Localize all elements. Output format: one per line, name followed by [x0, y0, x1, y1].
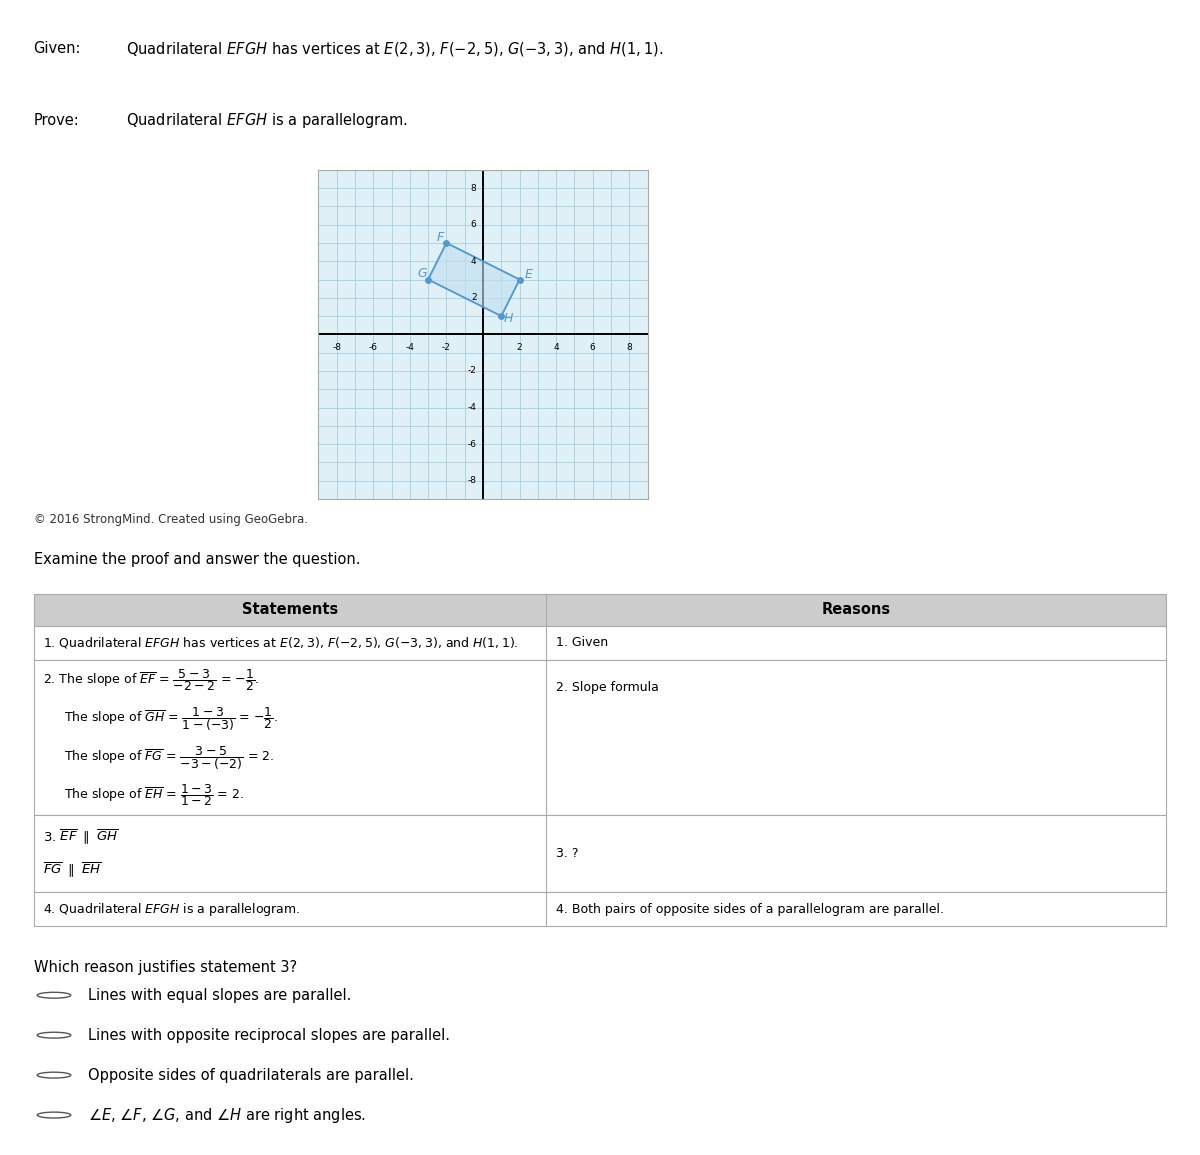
Text: 4: 4 [553, 343, 559, 351]
Text: 1. Quadrilateral $\mathit{EFGH}$ has vertices at $E(2, 3)$, $F(-2, 5)$, $G(-3, 3: 1. Quadrilateral $\mathit{EFGH}$ has ver… [43, 635, 518, 650]
Text: 6: 6 [590, 343, 595, 351]
Text: -4: -4 [468, 403, 476, 412]
Text: 1. Given: 1. Given [556, 636, 607, 649]
Bar [34, 815, 1166, 893]
Text: Opposite sides of quadrilaterals are parallel.: Opposite sides of quadrilaterals are par… [88, 1067, 414, 1082]
Text: Prove:: Prove: [34, 113, 79, 128]
Text: The slope of $\overline{FG}$ = $\dfrac{3-5}{-3-(-2)}$ = 2.: The slope of $\overline{FG}$ = $\dfrac{3… [64, 744, 274, 772]
Text: -8: -8 [468, 476, 476, 485]
Text: H: H [504, 313, 512, 326]
Text: -4: -4 [406, 343, 414, 351]
Text: 2. The slope of $\overline{EF}$ = $\dfrac{5-3}{-2-2}$ = $-\dfrac{1}{2}$.: 2. The slope of $\overline{EF}$ = $\dfra… [43, 666, 259, 693]
Text: Statements: Statements [241, 602, 338, 617]
Text: -2: -2 [442, 343, 451, 351]
Text: Quadrilateral $\mathit{EFGH}$ has vertices at $E(2, 3)$, $F(-2, 5)$, $G(-3, 3)$,: Quadrilateral $\mathit{EFGH}$ has vertic… [126, 39, 664, 58]
Text: © 2016 StrongMind. Created using GeoGebra.: © 2016 StrongMind. Created using GeoGebr… [34, 513, 307, 527]
Text: 8: 8 [470, 184, 476, 193]
Text: 2: 2 [517, 343, 522, 351]
Text: E: E [524, 268, 533, 281]
Text: 4: 4 [470, 256, 476, 266]
Bar [34, 893, 1166, 926]
Text: Which reason justifies statement 3?: Which reason justifies statement 3? [34, 960, 296, 975]
Text: 2: 2 [470, 293, 476, 303]
Text: 4. Quadrilateral $\mathit{EFGH}$ is a parallelogram.: 4. Quadrilateral $\mathit{EFGH}$ is a pa… [43, 901, 300, 918]
Text: F: F [437, 231, 444, 244]
Text: G: G [418, 267, 427, 281]
Text: Given:: Given: [34, 42, 82, 55]
Text: Examine the proof and answer the question.: Examine the proof and answer the questio… [34, 552, 360, 566]
Bar [34, 594, 1166, 626]
Bar [34, 660, 1166, 815]
Text: 8: 8 [626, 343, 632, 351]
Text: $\angle E$, $\angle F$, $\angle G$, and $\angle H$ are right angles.: $\angle E$, $\angle F$, $\angle G$, and … [88, 1105, 366, 1125]
Text: -8: -8 [332, 343, 341, 351]
Text: Reasons: Reasons [822, 602, 890, 617]
Text: $\overline{FG}$ $\parallel$ $\overline{EH}$: $\overline{FG}$ $\parallel$ $\overline{E… [43, 859, 102, 879]
Text: The slope of $\overline{GH}$ = $\dfrac{1-3}{1-(-3)}$ = $-\dfrac{1}{2}$.: The slope of $\overline{GH}$ = $\dfrac{1… [64, 705, 277, 732]
Text: 3. ?: 3. ? [556, 848, 578, 860]
Polygon shape [428, 243, 520, 316]
Text: Lines with equal slopes are parallel.: Lines with equal slopes are parallel. [88, 988, 350, 1003]
Text: Lines with opposite reciprocal slopes are parallel.: Lines with opposite reciprocal slopes ar… [88, 1028, 450, 1043]
Text: The slope of $\overline{EH}$ = $\dfrac{1-3}{1-2}$ = 2.: The slope of $\overline{EH}$ = $\dfrac{1… [64, 782, 244, 808]
Text: Quadrilateral $\mathit{EFGH}$ is a parallelogram.: Quadrilateral $\mathit{EFGH}$ is a paral… [126, 112, 408, 131]
Text: -2: -2 [468, 366, 476, 375]
Text: 6: 6 [470, 221, 476, 229]
Text: 2. Slope formula: 2. Slope formula [556, 681, 659, 694]
Bar [34, 626, 1166, 660]
Text: 4. Both pairs of opposite sides of a parallelogram are parallel.: 4. Both pairs of opposite sides of a par… [556, 903, 943, 916]
Text: 3. $\overline{EF}$ $\parallel$ $\overline{GH}$: 3. $\overline{EF}$ $\parallel$ $\overlin… [43, 827, 119, 847]
Text: -6: -6 [468, 440, 476, 448]
Text: -6: -6 [368, 343, 378, 351]
